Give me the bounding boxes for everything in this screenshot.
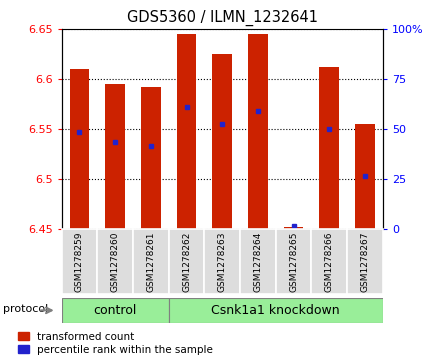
Text: GSM1278264: GSM1278264 [253,232,262,292]
Text: GSM1278261: GSM1278261 [147,232,155,293]
Bar [213,54,232,229]
Bar [141,87,161,229]
FancyBboxPatch shape [312,229,347,294]
Bar [248,34,268,229]
Legend: transformed count, percentile rank within the sample: transformed count, percentile rank withi… [18,332,213,355]
Text: GSM1278266: GSM1278266 [325,232,334,293]
Text: GSM1278260: GSM1278260 [110,232,120,293]
Text: GSM1278259: GSM1278259 [75,232,84,293]
Text: control: control [93,304,137,317]
Title: GDS5360 / ILMN_1232641: GDS5360 / ILMN_1232641 [127,10,318,26]
FancyBboxPatch shape [276,229,312,294]
FancyBboxPatch shape [169,298,383,323]
FancyBboxPatch shape [62,298,169,323]
FancyBboxPatch shape [169,229,204,294]
Text: Csnk1a1 knockdown: Csnk1a1 knockdown [212,304,340,317]
Bar [177,34,196,229]
FancyBboxPatch shape [240,229,276,294]
FancyBboxPatch shape [347,229,383,294]
FancyBboxPatch shape [133,229,169,294]
Text: GSM1278263: GSM1278263 [218,232,227,293]
Bar [70,69,89,229]
Text: GSM1278262: GSM1278262 [182,232,191,292]
Bar [105,84,125,229]
FancyBboxPatch shape [97,229,133,294]
Bar [284,227,304,229]
Text: protocol: protocol [3,304,48,314]
Bar [319,67,339,229]
Text: GSM1278265: GSM1278265 [289,232,298,293]
Bar [355,124,375,229]
FancyBboxPatch shape [204,229,240,294]
Text: GSM1278267: GSM1278267 [360,232,370,293]
FancyBboxPatch shape [62,229,97,294]
